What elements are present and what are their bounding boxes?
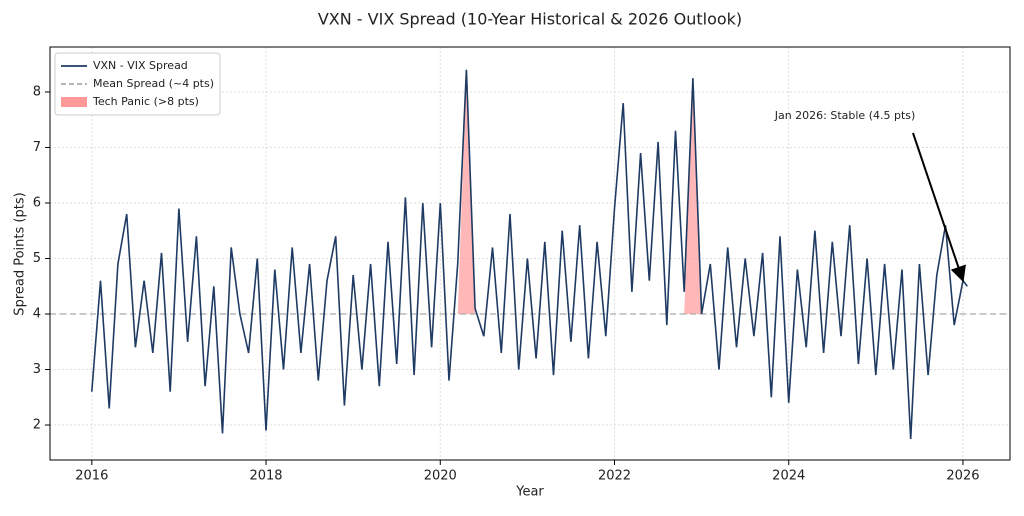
x-tick-label: 2020 [424, 469, 457, 484]
x-tick-label: 2024 [772, 469, 805, 484]
x-tick-label: 2022 [598, 469, 631, 484]
y-tick-label: 2 [33, 418, 41, 433]
y-tick-label: 7 [33, 140, 41, 155]
plot-frame [49, 46, 1011, 461]
x-axis-label: Year [515, 485, 544, 500]
legend-label: VXN - VIX Spread [93, 59, 188, 72]
annotation-text: Jan 2026: Stable (4.5 pts) [774, 109, 916, 122]
y-tick-label: 8 [33, 84, 41, 99]
series-line [91, 69, 968, 439]
legend-box [54, 52, 221, 116]
chart-title: VXN - VIX Spread (10-Year Historical & 2… [318, 10, 742, 29]
y-axis-label: Spread Points (pts) [13, 192, 28, 315]
annotation-arrow [912, 132, 966, 283]
legend-swatch [61, 97, 87, 107]
legend-label: Tech Panic (>8 pts) [92, 95, 199, 108]
x-tick-label: 2018 [249, 469, 282, 484]
highlight-area [684, 78, 702, 315]
highlight-area [457, 69, 476, 315]
x-tick-label: 2016 [75, 469, 108, 484]
legend-label: Mean Spread (~4 pts) [93, 77, 214, 90]
y-tick-label: 3 [33, 362, 41, 377]
y-tick-label: 5 [33, 251, 41, 266]
legend: VXN - VIX Spread Mean Spread (~4 pts) Tech… [54, 52, 221, 116]
y-tick-label: 6 [33, 195, 41, 210]
x-tick-label: 2026 [946, 469, 979, 484]
y-tick-label: 4 [33, 307, 41, 322]
